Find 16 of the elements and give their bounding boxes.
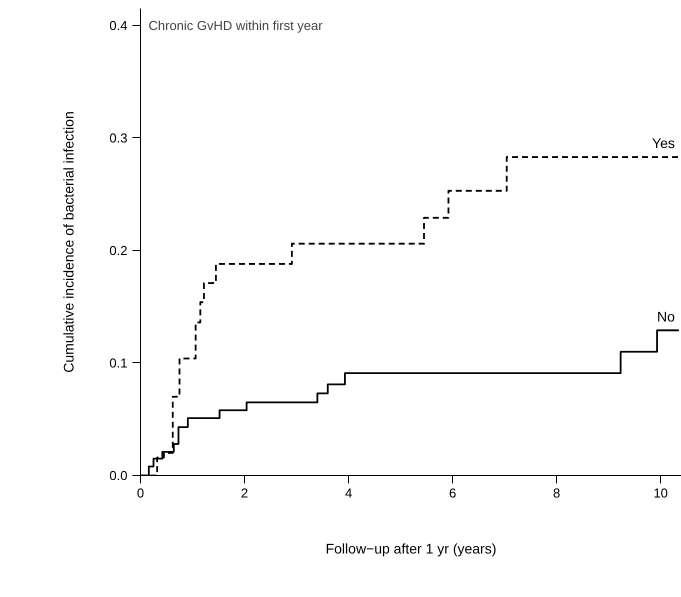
- x-tick-label: 10: [653, 486, 668, 500]
- y-tick-label: 0.3: [109, 130, 128, 146]
- x-tick-label: 8: [553, 486, 560, 500]
- x-tick-label: 6: [449, 486, 456, 500]
- x-tick-label: 4: [344, 486, 352, 500]
- y-tick-label: 0.4: [109, 18, 128, 33]
- y-tick-label: 0.0: [109, 468, 128, 483]
- x-tick-label: 0: [136, 486, 144, 500]
- series-label: No: [657, 308, 676, 324]
- series-label: Yes: [652, 135, 675, 152]
- y-tick-label: 0.1: [109, 355, 128, 370]
- x-axis-title: Follow−up after 1 yr (years): [326, 540, 496, 556]
- x-tick-label: 2: [240, 486, 248, 500]
- text: Chronic GvHD within first year: [148, 18, 324, 33]
- y-axis-title: Cumulative incidence of bacterial infection: [60, 111, 76, 373]
- y-tick-label: 0.2: [109, 242, 128, 258]
